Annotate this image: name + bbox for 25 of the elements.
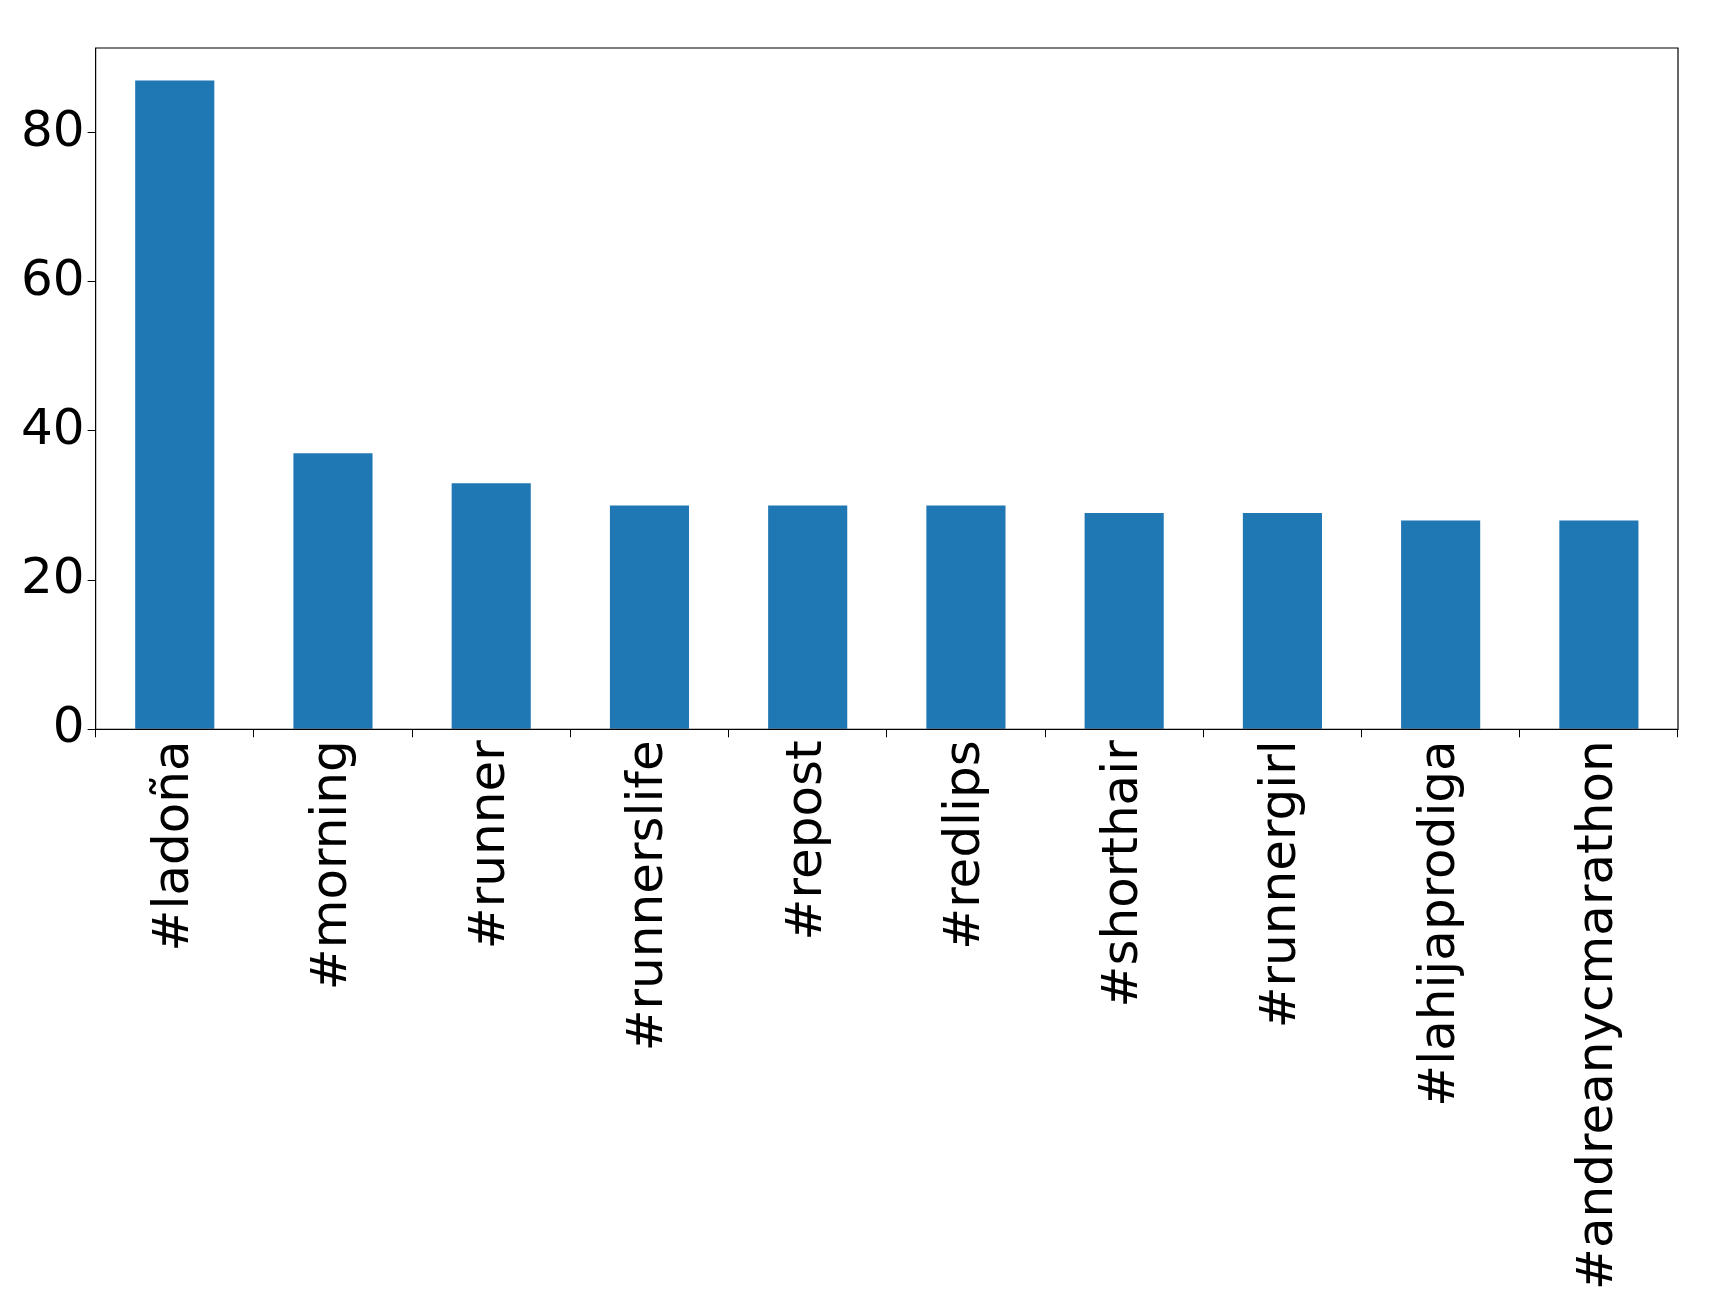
x-tick-label: #runner: [458, 739, 517, 950]
x-tick-label: #ladoña: [141, 740, 200, 952]
x-tick-label: #runnerslife: [616, 740, 675, 1052]
y-tick-label: 40: [21, 397, 85, 456]
bar: [1242, 513, 1322, 729]
y-tick-label: 0: [52, 696, 85, 755]
x-tick-label: #lahijaprodiga: [1407, 740, 1466, 1107]
x-tick-label: #shorthair: [1091, 739, 1150, 1008]
x-tick-label: #morning: [299, 740, 358, 991]
bar: [451, 483, 531, 729]
y-tick-label: 80: [21, 99, 85, 158]
y-tick-label: 60: [21, 248, 85, 307]
x-tick-label: #repost: [774, 740, 833, 941]
x-tick-label: #andreanycmarathon: [1565, 740, 1624, 1291]
bar: [926, 505, 1006, 729]
bar: [609, 505, 690, 729]
x-tick-label: #redlips: [932, 740, 991, 950]
y-tick-label: 20: [21, 547, 85, 606]
bar: [293, 453, 373, 729]
bar: [1084, 513, 1164, 729]
bar: [1401, 520, 1481, 729]
bar: [768, 505, 848, 729]
bar: [135, 80, 215, 729]
x-tick-label: #runnergirl: [1249, 740, 1308, 1029]
bar: [1559, 520, 1639, 729]
